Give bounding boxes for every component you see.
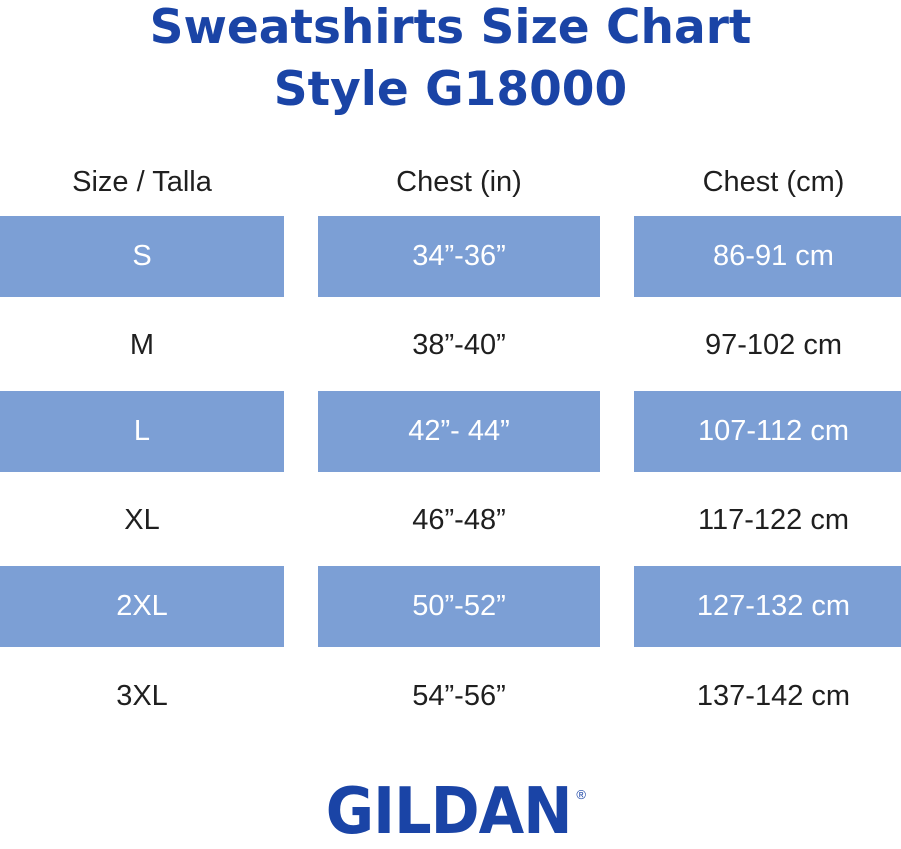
chest-in-cell: 46”-48”: [412, 504, 506, 536]
chest-in-cell: 38”-40”: [412, 329, 506, 361]
page-title: Sweatshirts Size Chart: [149, 0, 752, 55]
logo-wordmark: GILDAN: [325, 775, 573, 849]
chest-cm-cell: 97-102 cm: [704, 329, 842, 361]
header-chest-in: Chest (in): [396, 166, 522, 198]
table-row: 3XL 54”-56” 137-142 cm: [0, 656, 901, 737]
table-row: S 34”-36” 86-91 cm: [0, 216, 901, 297]
chest-in-cell: 54”-56”: [412, 680, 506, 712]
size-cell: 3XL: [116, 680, 168, 712]
table-row: M 38”-40” 97-102 cm: [0, 305, 901, 386]
chest-cm-cell: 117-122 cm: [698, 504, 849, 536]
chest-in-cell: 34”-36”: [318, 216, 600, 297]
chest-cm-cell: 86-91 cm: [634, 216, 901, 297]
page-subtitle: Style G18000: [273, 62, 628, 117]
chest-in-cell: 50”-52”: [318, 566, 600, 647]
size-cell: L: [0, 391, 284, 472]
registered-mark: ®: [576, 787, 586, 802]
table-row: L 42”- 44” 107-112 cm: [0, 391, 901, 472]
size-cell: 2XL: [0, 566, 284, 647]
size-cell: XL: [124, 504, 160, 536]
chest-cm-cell: 127-132 cm: [634, 566, 901, 647]
size-cell: M: [129, 329, 155, 361]
gildan-logo: GILDAN ®: [0, 776, 901, 848]
table-row: XL 46”-48” 117-122 cm: [0, 480, 901, 561]
chest-in-cell: 42”- 44”: [318, 391, 600, 472]
chest-cm-cell: 137-142 cm: [696, 680, 851, 712]
header-chest-cm: Chest (cm): [702, 166, 845, 198]
chest-cm-cell: 107-112 cm: [634, 391, 901, 472]
table-row: 2XL 50”-52” 127-132 cm: [0, 566, 901, 647]
header-size: Size / Talla: [72, 166, 212, 198]
size-cell: S: [0, 216, 284, 297]
